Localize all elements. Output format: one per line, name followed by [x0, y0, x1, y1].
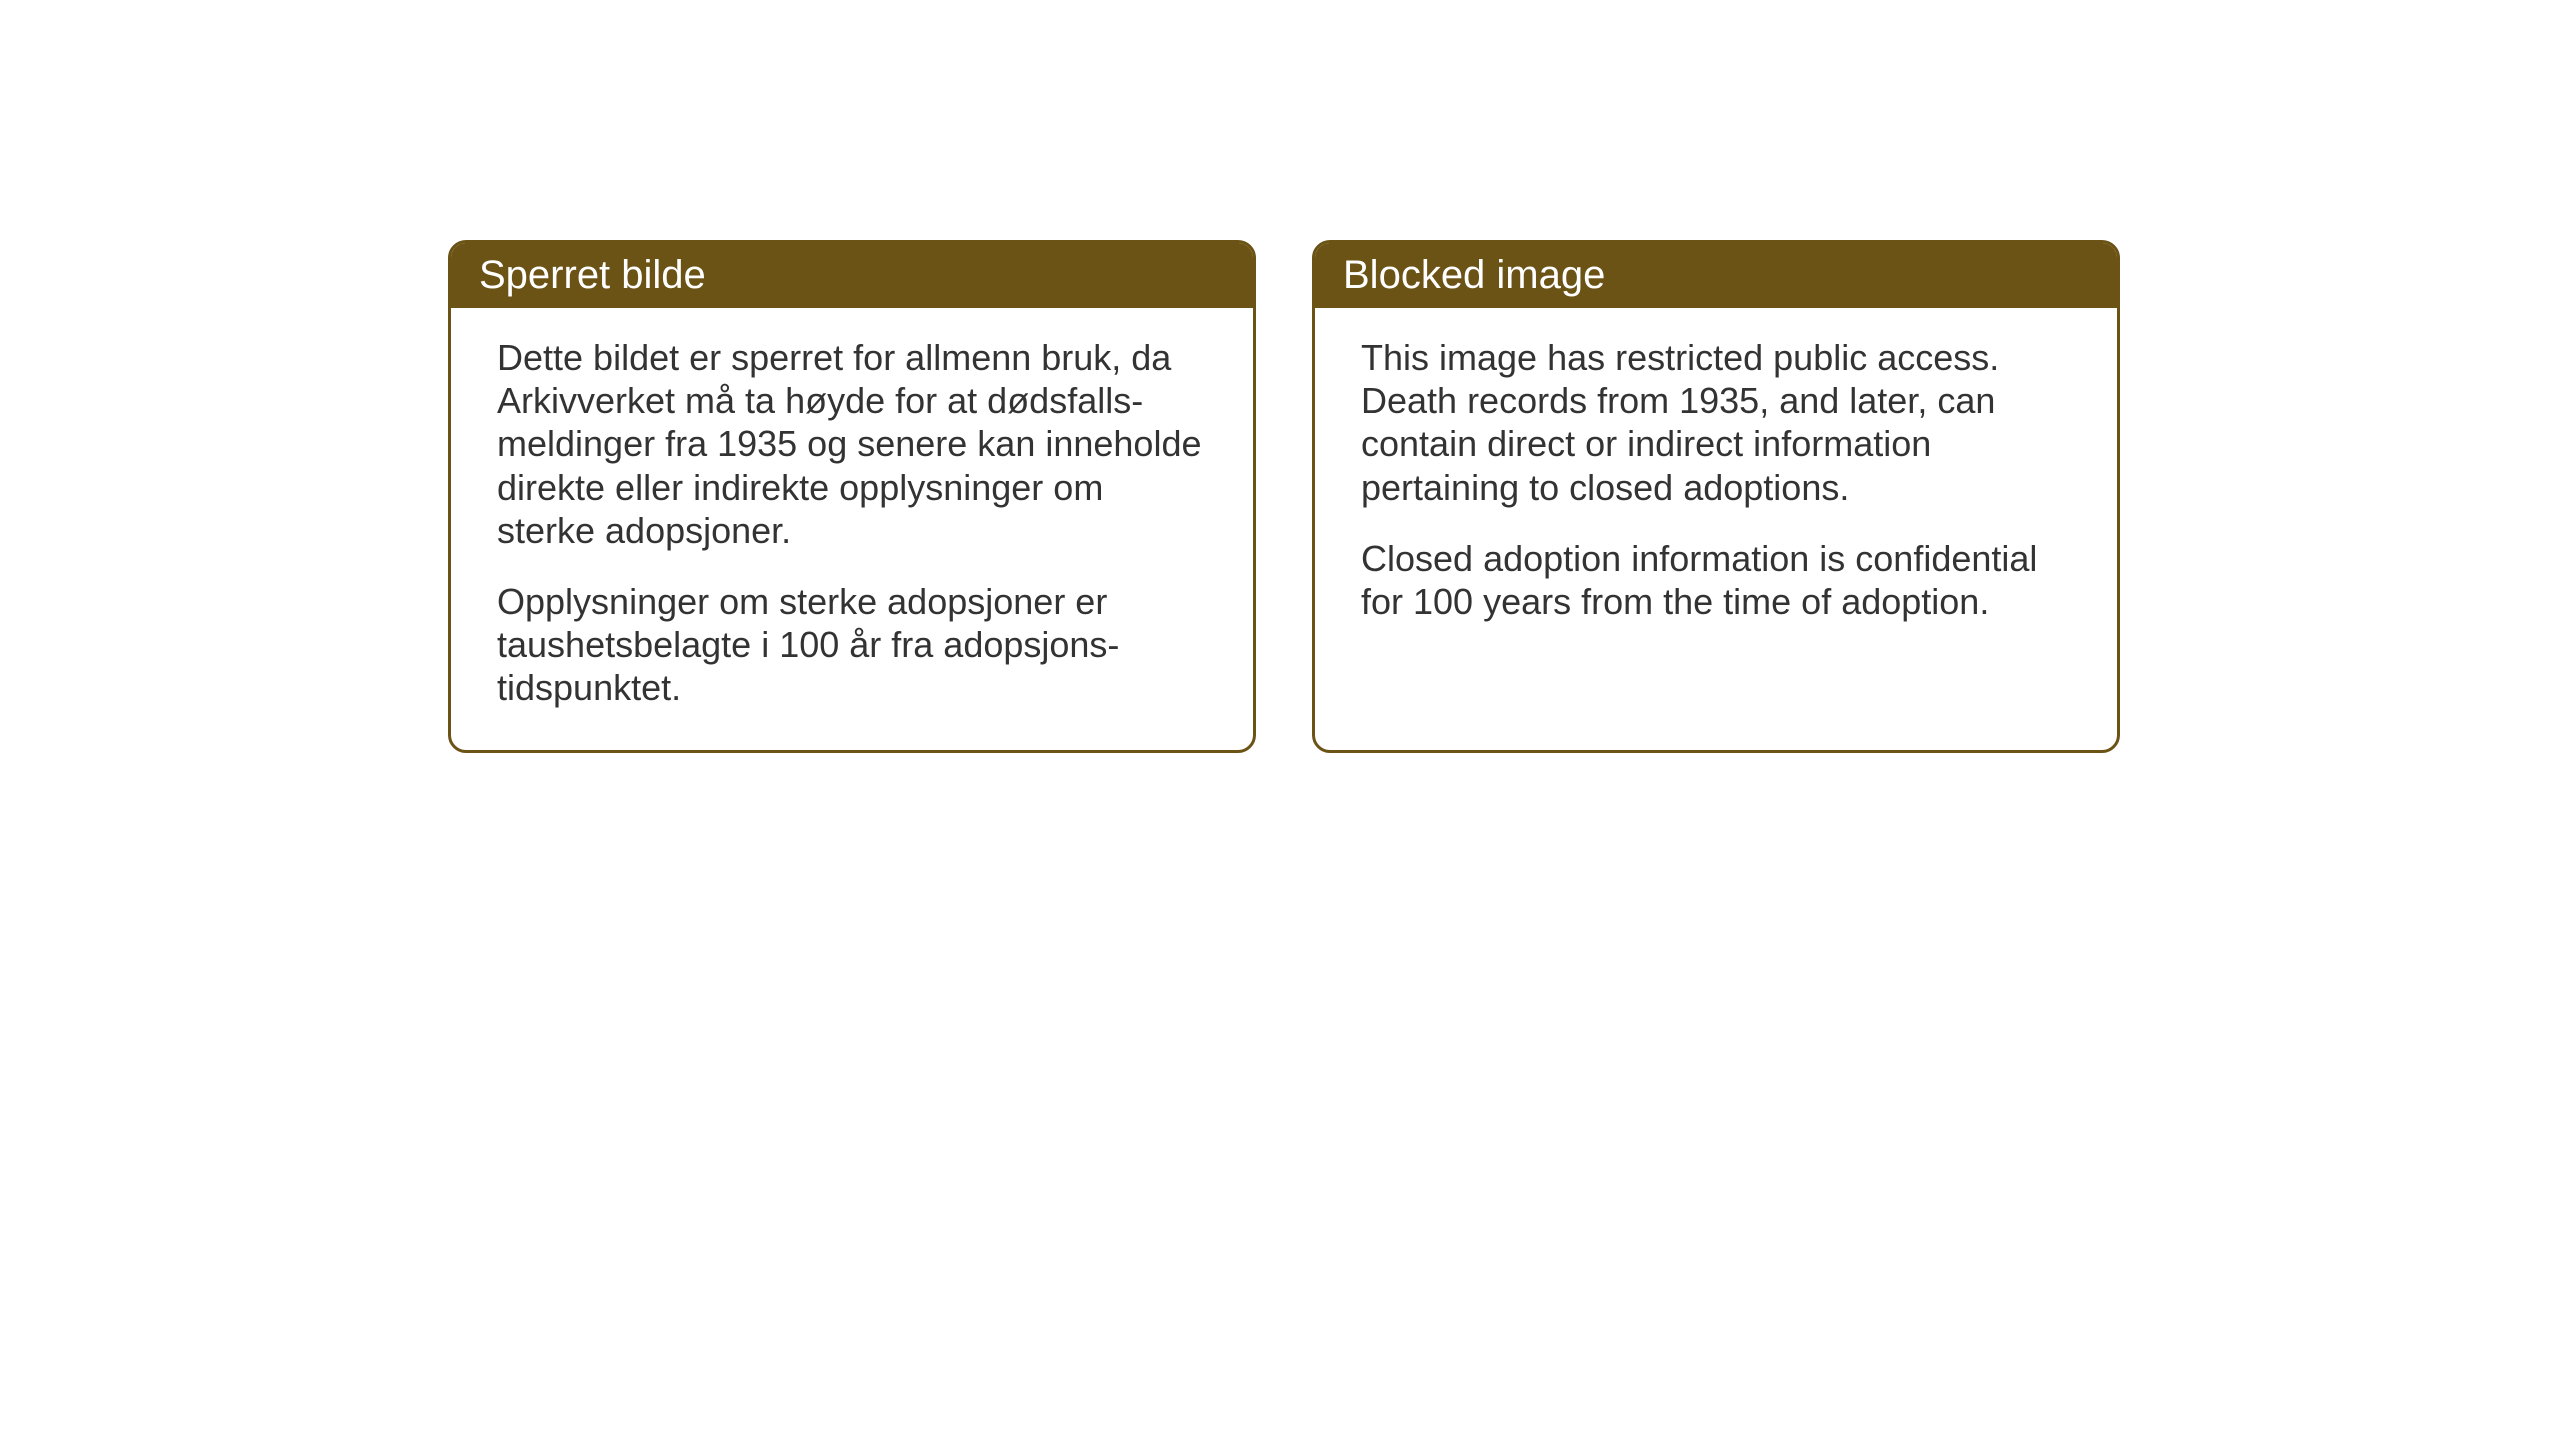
- card-header: Sperret bilde: [451, 243, 1253, 308]
- card-body: This image has restricted public access.…: [1315, 308, 2117, 663]
- card-paragraph: Opplysninger om sterke adopsjoner er tau…: [497, 580, 1207, 710]
- notice-card-norwegian: Sperret bilde Dette bildet er sperret fo…: [448, 240, 1256, 753]
- card-paragraph: Dette bildet er sperret for allmenn bruk…: [497, 336, 1207, 552]
- notice-card-english: Blocked image This image has restricted …: [1312, 240, 2120, 753]
- card-paragraph: Closed adoption information is confident…: [1361, 537, 2071, 623]
- notice-container: Sperret bilde Dette bildet er sperret fo…: [448, 240, 2120, 753]
- card-paragraph: This image has restricted public access.…: [1361, 336, 2071, 509]
- card-header: Blocked image: [1315, 243, 2117, 308]
- card-body: Dette bildet er sperret for allmenn bruk…: [451, 308, 1253, 750]
- card-title: Blocked image: [1343, 253, 1605, 297]
- card-title: Sperret bilde: [479, 253, 706, 297]
